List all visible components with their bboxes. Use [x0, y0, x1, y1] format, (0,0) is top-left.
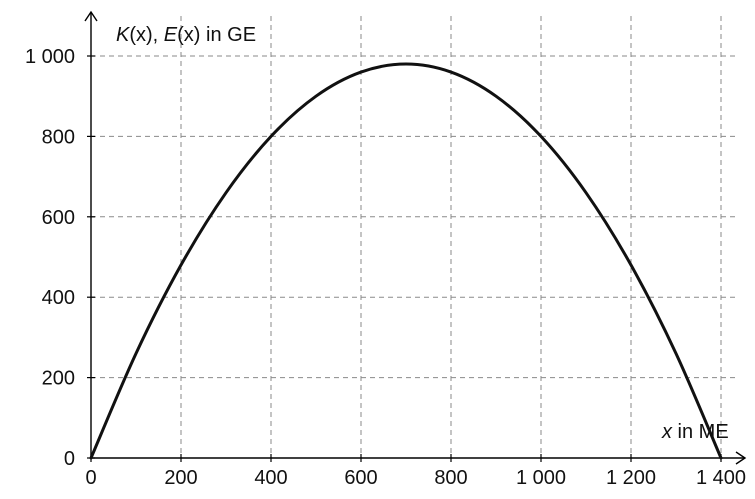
x-tick-label: 800: [434, 467, 467, 489]
x-tick-label: 1 400: [696, 467, 746, 489]
x-axis-title-variable: x: [661, 421, 673, 443]
y-tick-label: 600: [42, 207, 75, 229]
y-tick-label: 800: [42, 126, 75, 148]
y-tick-label: 400: [42, 287, 75, 309]
x-axis-title-unit: in ME: [672, 421, 729, 443]
x-axis-title: x in ME: [661, 421, 729, 443]
x-tick-label: 200: [164, 467, 197, 489]
y-axis-title-unit: in GE: [200, 24, 256, 46]
y-axis-title-e: E: [164, 24, 178, 46]
x-tick-label: 400: [254, 467, 287, 489]
y-axis-title: K(x), E(x) in GE: [116, 24, 256, 46]
series: [89, 62, 723, 460]
y-tick-label: 200: [42, 368, 75, 390]
x-tick-label: 600: [344, 467, 377, 489]
y-axis-title-arg2: (x): [177, 24, 200, 46]
y-axis-title-k: K: [116, 24, 131, 46]
y-axis-arrow: [84, 10, 98, 22]
grid: [91, 16, 739, 458]
y-axis-title-arg1: (x): [129, 24, 152, 46]
x-axis-arrow: [735, 451, 747, 465]
x-tick-label: 1 200: [606, 467, 656, 489]
tick-labels: 0 200 400 600 800 1 000 1 200 1 400 0 200 400 600 80…: [25, 46, 746, 489]
y-axis-title-separator: ,: [153, 24, 164, 46]
y-tick-label: 1 000: [25, 46, 75, 68]
axes: [84, 10, 747, 465]
x-tick-label: 0: [85, 467, 96, 489]
y-tick-label: 0: [64, 448, 75, 470]
series-line: [89, 62, 723, 460]
x-tick-label: 1 000: [516, 467, 566, 489]
